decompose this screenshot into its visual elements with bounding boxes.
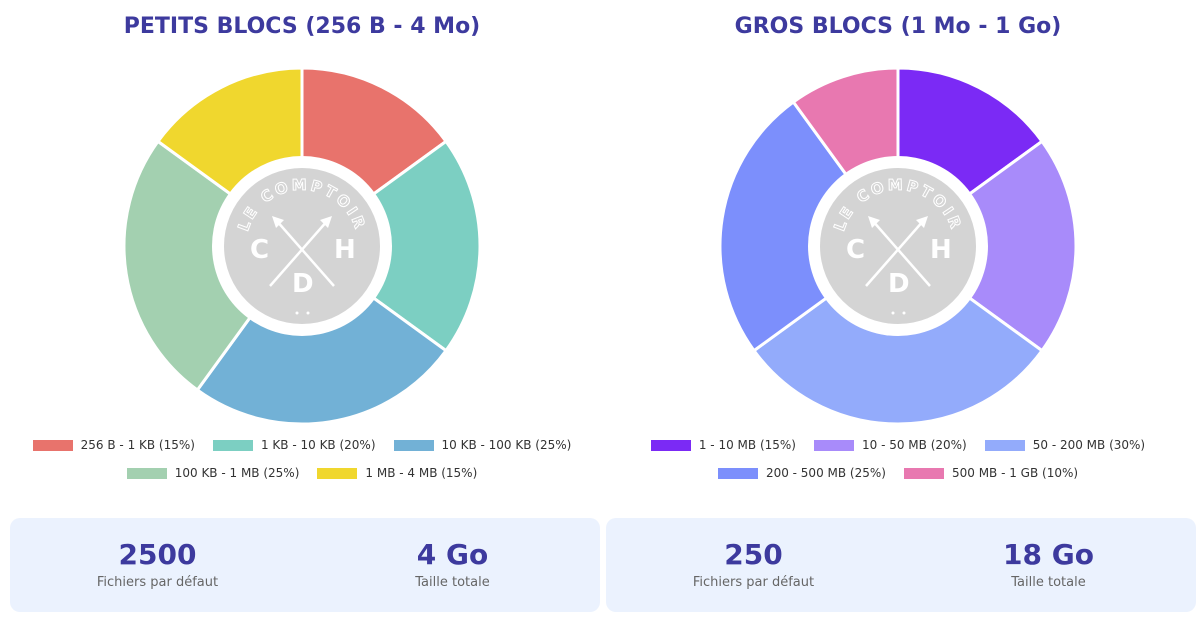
stat-label: Fichiers par défaut — [96, 575, 219, 590]
stat-item: 18 Go Taille totale — [901, 518, 1196, 612]
stat-value: 2500 — [118, 538, 197, 571]
svg-text:D: D — [888, 269, 910, 299]
stats-card: 250 Fichiers par défaut 18 Go Taille totale — [606, 518, 1196, 612]
legend-item[interactable]: 256 B - 1 KB (15%) — [32, 438, 195, 452]
chart-title: GROS BLOCS (1 Mo - 1 Go) — [734, 14, 1062, 39]
legend-swatch — [903, 467, 944, 479]
chart-panel-0: PETITS BLOCS (256 B - 4 Mo) LE COMPTOIR … — [4, 0, 600, 619]
legend-item[interactable]: 50 - 200 MB (30%) — [984, 438, 1146, 452]
legend-label: 200 - 500 MB (25%) — [765, 466, 886, 480]
stats-card: 2500 Fichiers par défaut 4 Go Taille totale — [10, 518, 600, 612]
stat-value: 4 Go — [416, 538, 489, 571]
pie-slice[interactable] — [718, 99, 901, 353]
legend-swatch — [212, 439, 253, 451]
svg-text:C: C — [250, 235, 269, 265]
legend-label: 10 KB - 100 KB (25%) — [441, 438, 572, 452]
legend-item[interactable]: 10 KB - 100 KB (25%) — [393, 438, 572, 452]
legend-label: 10 - 50 MB (20%) — [861, 438, 967, 452]
stat-label: Fichiers par défaut — [692, 575, 815, 590]
stat-item: 250 Fichiers par défaut — [606, 518, 901, 612]
legend-item[interactable]: 1 - 10 MB (15%) — [650, 438, 796, 452]
legend-label: 500 MB - 1 GB (10%) — [951, 466, 1079, 480]
legend-swatch — [32, 439, 73, 451]
stat-value: 18 Go — [1003, 538, 1094, 571]
legend-label: 256 B - 1 KB (15%) — [80, 438, 195, 452]
svg-text:C: C — [846, 235, 865, 265]
legend: 256 B - 1 KB (15%) 1 KB - 10 KB (20%) 10 K… — [4, 438, 600, 494]
stat-item: 4 Go Taille totale — [305, 518, 600, 612]
legend-item[interactable]: 100 KB - 1 MB (25%) — [126, 466, 300, 480]
legend-label: 100 KB - 1 MB (25%) — [174, 466, 300, 480]
stat-item: 2500 Fichiers par défaut — [10, 518, 305, 612]
legend-swatch — [717, 467, 758, 479]
legend-swatch — [393, 439, 434, 451]
stat-label: Taille totale — [415, 575, 490, 590]
legend-swatch — [984, 439, 1025, 451]
svg-text:H: H — [930, 235, 952, 265]
legend-item[interactable]: 1 KB - 10 KB (20%) — [212, 438, 376, 452]
legend-label: 50 - 200 MB (30%) — [1032, 438, 1146, 452]
legend: 1 - 10 MB (15%) 10 - 50 MB (20%) 50 - 200 … — [600, 438, 1196, 494]
legend-item[interactable]: 500 MB - 1 GB (10%) — [903, 466, 1079, 480]
pie-slice[interactable] — [122, 139, 305, 393]
legend-swatch — [650, 439, 691, 451]
legend-swatch — [813, 439, 854, 451]
legend-label: 1 KB - 10 KB (20%) — [260, 438, 376, 452]
svg-text:H: H — [334, 235, 356, 265]
legend-swatch — [126, 467, 167, 479]
svg-text:D: D — [292, 269, 314, 299]
legend-label: 1 - 10 MB (15%) — [698, 438, 796, 452]
chart-title: PETITS BLOCS (256 B - 4 Mo) — [123, 14, 481, 39]
pie-slice[interactable] — [195, 243, 449, 426]
legend-label: 1 MB - 4 MB (15%) — [365, 466, 478, 480]
stat-label: Taille totale — [1011, 575, 1086, 590]
legend-item[interactable]: 1 MB - 4 MB (15%) — [317, 466, 477, 480]
legend-swatch — [317, 467, 358, 479]
legend-item[interactable]: 200 - 500 MB (25%) — [717, 466, 886, 480]
stat-value: 250 — [724, 538, 783, 571]
legend-item[interactable]: 10 - 50 MB (20%) — [813, 438, 967, 452]
